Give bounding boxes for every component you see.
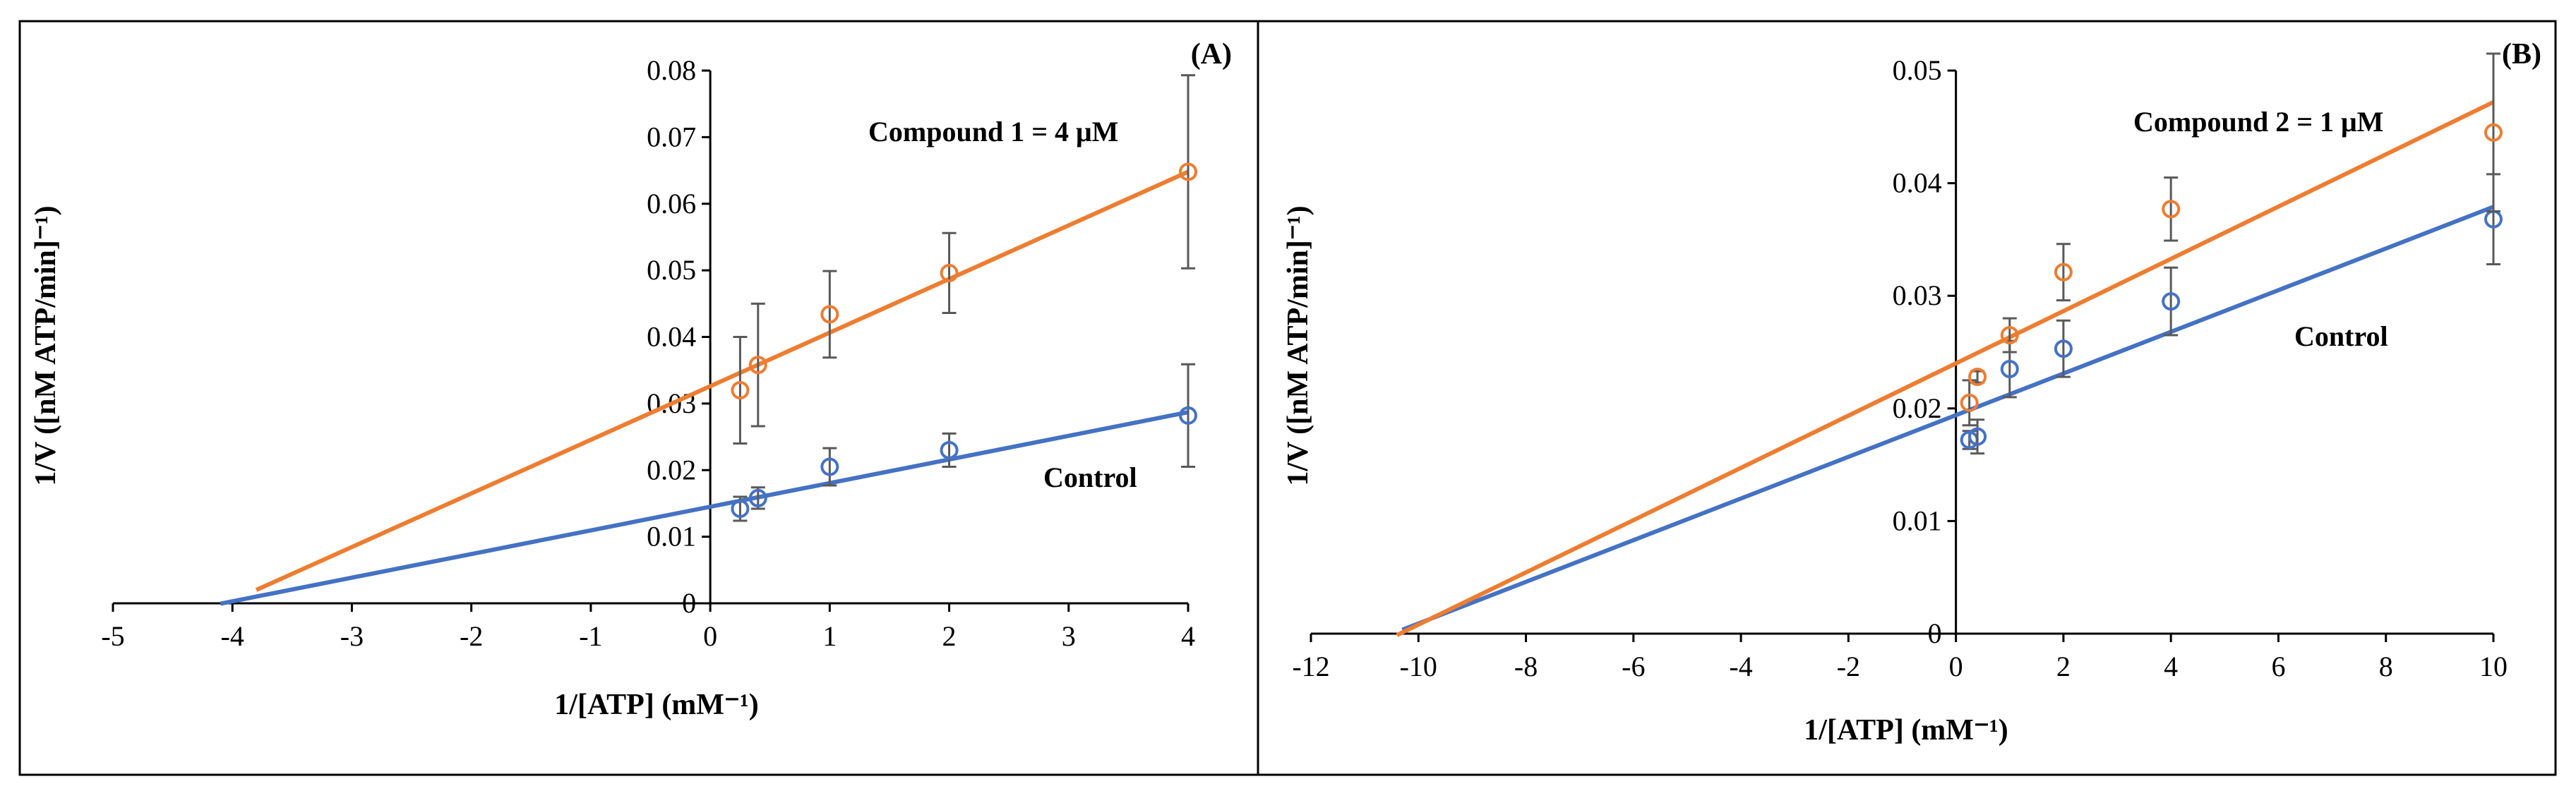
x-tick-label: -3 [340, 620, 364, 652]
y-axis-title: 1/V ([nM ATP/min]⁻¹) [1282, 205, 1314, 485]
data-point-compound [2162, 200, 2181, 219]
y-tick-label: 0 [1928, 617, 1942, 649]
x-tick-label: 3 [1062, 620, 1076, 652]
y-tick-label: 0.04 [647, 321, 696, 353]
x-tick-label: -1 [579, 620, 602, 652]
trend-line-compound [255, 169, 1190, 592]
data-point-control [820, 457, 839, 476]
x-axis-title: 1/[ATP] (mM⁻¹) [1804, 714, 2008, 747]
data-point-compound [2054, 262, 2073, 282]
y-tick-label: 0.08 [647, 54, 696, 86]
data-point-control [748, 488, 767, 507]
x-tick-label: 4 [1181, 620, 1195, 652]
x-tick-label: 2 [942, 620, 957, 652]
x-tick-label: 6 [2271, 651, 2285, 682]
panel-label: (B) [2502, 38, 2541, 71]
x-tick-label: -10 [1400, 651, 1437, 682]
x-tick-label: 10 [2479, 651, 2508, 682]
y-tick-label: 0.01 [647, 521, 696, 553]
series-annotation: Control [1043, 461, 1137, 493]
data-point-compound [2000, 326, 2019, 345]
data-point-control [1968, 427, 1987, 446]
y-tick-label: 0.06 [647, 188, 696, 219]
x-tick-label: -12 [1292, 651, 1329, 682]
y-tick-label: 0.05 [647, 254, 696, 286]
y-tick-label: 0 [682, 587, 696, 619]
trend-line-control [220, 410, 1189, 606]
panel-label: (A) [1191, 38, 1232, 71]
x-tick-label: 2 [2056, 651, 2071, 682]
x-tick-label: 8 [2379, 651, 2393, 682]
y-tick-label: 0.04 [1893, 167, 1942, 199]
x-axis-title: 1/[ATP] (mM⁻¹) [554, 689, 758, 721]
trend-line-compound [1396, 99, 2495, 637]
x-tick-label: -8 [1514, 651, 1538, 682]
x-tick-label: 1 [822, 620, 837, 652]
data-point-control [731, 499, 750, 518]
data-point-compound [731, 381, 750, 399]
data-point-control [2000, 359, 2019, 378]
x-tick-label: -4 [1729, 651, 1752, 682]
y-tick-label: 0.03 [1893, 279, 1942, 311]
y-tick-label: 0.05 [1893, 54, 1942, 86]
x-tick-label: -6 [1622, 651, 1645, 682]
series-annotation: Control [2294, 320, 2388, 352]
x-tick-label: -2 [1837, 651, 1860, 682]
data-point-control [2054, 339, 2073, 358]
data-point-control [940, 440, 959, 459]
data-point-compound [820, 305, 839, 324]
trend-line-control [1401, 205, 2495, 632]
series-annotation: Compound 1 = 4 μM [868, 116, 1118, 147]
data-point-compound [1179, 162, 1197, 181]
figure-border [18, 20, 2557, 776]
data-point-compound [2484, 123, 2503, 142]
series-annotation: Compound 2 = 1 μM [2133, 106, 2383, 138]
y-tick-label: 0.02 [1893, 392, 1942, 424]
x-tick-label: 4 [2164, 651, 2178, 682]
x-tick-label: -5 [101, 620, 124, 652]
data-point-control [2162, 292, 2181, 311]
y-tick-label: 0.07 [647, 121, 696, 152]
x-tick-label: 0 [1949, 651, 1963, 682]
data-point-compound [1960, 393, 1979, 412]
x-tick-label: -4 [221, 620, 244, 652]
y-tick-label: 0.02 [647, 454, 696, 485]
data-point-compound [748, 356, 767, 375]
y-axis-title: 1/V ([nM ATP/min]⁻¹) [30, 205, 62, 485]
x-tick-label: 0 [703, 620, 717, 652]
x-tick-label: -2 [460, 620, 483, 652]
y-tick-label: 0.01 [1893, 505, 1942, 536]
data-point-control [1179, 406, 1197, 425]
data-point-compound [940, 263, 959, 282]
data-point-compound [1968, 368, 1987, 387]
